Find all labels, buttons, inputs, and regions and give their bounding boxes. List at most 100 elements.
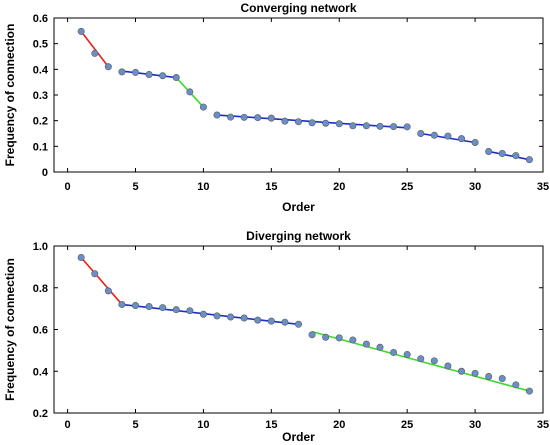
data-point	[118, 300, 126, 308]
data-point	[308, 119, 316, 127]
data-point	[471, 369, 479, 377]
data-point	[254, 316, 262, 324]
y-tick-label: 0	[42, 167, 48, 179]
data-point	[104, 287, 112, 295]
x-tick-label: 0	[65, 419, 71, 431]
y-tick-label: 0.2	[33, 408, 48, 420]
y-tick-label: 0.4	[33, 366, 49, 378]
chart-title: Diverging network	[246, 229, 351, 243]
data-point	[512, 381, 520, 389]
data-point	[376, 343, 384, 351]
data-point	[471, 138, 479, 146]
chart-panel-2: Diverging network 0 5 10 15 20 25 30 35 0.2 0.4 0.6…	[3, 229, 549, 444]
data-point	[485, 372, 493, 380]
data-point	[430, 357, 438, 365]
data-point	[390, 123, 398, 131]
data-point	[172, 306, 180, 314]
data-point	[322, 119, 330, 127]
data-point	[457, 135, 465, 143]
x-tick-label: 10	[197, 419, 209, 431]
x-tick-label: 30	[469, 419, 481, 431]
data-point	[485, 147, 493, 155]
data-point	[172, 74, 180, 82]
x-tick-label: 25	[401, 181, 413, 193]
fit-line	[488, 150, 530, 161]
x-tick-label: 5	[132, 181, 138, 193]
x-axis-label: Order	[282, 430, 315, 444]
x-tick-label: 20	[333, 419, 345, 431]
y-tick-label: 0.1	[33, 141, 48, 153]
data-point	[104, 63, 112, 71]
data-point	[213, 312, 221, 320]
data-point	[91, 49, 99, 57]
data-point	[240, 113, 248, 121]
chart-panel-1: Converging network 0 5 10 15 20 25 30 35 0 0.1 0.2 0…	[3, 1, 549, 214]
data-point	[335, 120, 343, 128]
y-tick-label: 0.5	[33, 39, 48, 51]
data-point	[186, 307, 194, 315]
data-point	[498, 150, 506, 158]
data-point	[91, 270, 99, 278]
data-point	[349, 122, 357, 130]
data-point	[77, 253, 85, 261]
y-tick-label: 0.6	[33, 325, 48, 337]
data-point	[525, 387, 533, 395]
data-point	[199, 103, 207, 111]
x-axis-label: Order	[282, 200, 315, 214]
data-point	[322, 333, 330, 341]
y-tick-label: 1.0	[33, 241, 48, 253]
data-point	[335, 334, 343, 342]
data-point	[457, 367, 465, 375]
data-point	[376, 122, 384, 130]
x-tick-label: 10	[197, 181, 209, 193]
y-axis-label: Frequency of connection	[3, 24, 17, 167]
data-point	[267, 114, 275, 122]
data-point	[267, 317, 275, 325]
data-point	[362, 340, 370, 348]
x-tick-label: 15	[265, 419, 277, 431]
data-point	[525, 156, 533, 164]
data-point	[308, 331, 316, 339]
data-point	[444, 362, 452, 370]
data-point	[498, 375, 506, 383]
data-point	[132, 68, 140, 76]
x-tick-label: 5	[132, 419, 138, 431]
data-point	[512, 152, 520, 160]
data-point	[417, 355, 425, 363]
data-point	[362, 122, 370, 130]
data-point	[132, 301, 140, 309]
y-tick-label: 0.2	[33, 116, 48, 128]
data-point	[159, 72, 167, 80]
data-point	[403, 123, 411, 131]
data-point	[444, 132, 452, 140]
data-point	[227, 113, 235, 121]
fit-line	[80, 256, 123, 305]
data-point	[240, 314, 248, 322]
data-point	[77, 27, 85, 35]
chart-title: Converging network	[240, 1, 356, 15]
data-point	[227, 313, 235, 321]
data-point	[281, 318, 289, 326]
x-tick-label: 25	[401, 419, 413, 431]
y-axis-label: Frequency of connection	[3, 258, 17, 401]
x-tick-label: 30	[469, 181, 481, 193]
data-point	[294, 320, 302, 328]
plot-frame	[53, 245, 544, 414]
data-point	[159, 304, 167, 312]
y-tick-label: 0.4	[33, 64, 49, 76]
data-point	[430, 131, 438, 139]
data-point	[349, 336, 357, 344]
data-point	[145, 303, 153, 311]
data-point	[213, 111, 221, 119]
y-tick-label: 0.8	[33, 283, 48, 295]
fit-line	[80, 30, 109, 68]
data-point	[199, 310, 207, 318]
data-point	[403, 351, 411, 359]
x-tick-label: 35	[537, 419, 549, 431]
data-point	[254, 114, 262, 122]
data-point	[118, 68, 126, 76]
x-tick-label: 0	[65, 181, 71, 193]
data-point	[390, 348, 398, 356]
